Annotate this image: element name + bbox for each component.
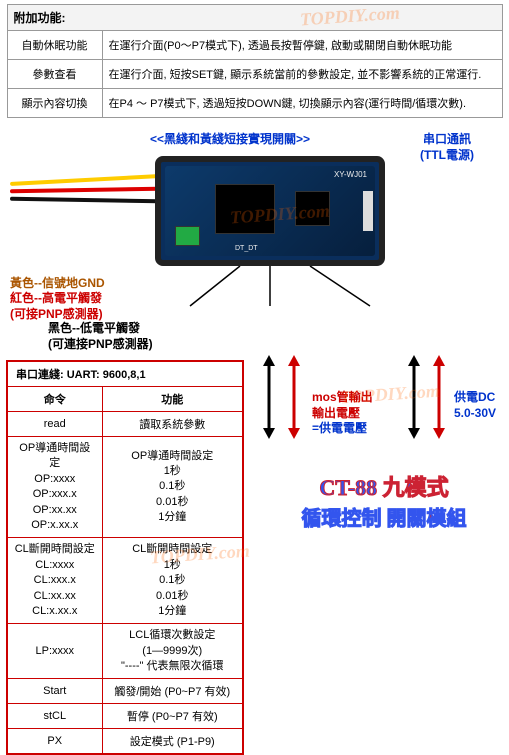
func-cell: 觸發/開始 (P0~P7 有效)	[102, 679, 243, 704]
yellow-wire	[10, 174, 160, 186]
uart-port-label: 串口通訊 (TTL電源)	[420, 132, 474, 163]
func-cell: OP導通時間設定1秒0.1秒0.01秒1分鐘	[102, 437, 243, 538]
right-info-panel: mos管輸出 輸出電壓 =供電電壓 供電DC 5.0-30V CT-88 九模式…	[244, 360, 509, 755]
feature-name: 自動休眠功能	[7, 31, 102, 60]
uart-title: 串口連綫: UART: 9600,8,1	[7, 361, 243, 387]
chip-icon	[295, 191, 330, 226]
cmd-cell: PX	[7, 729, 102, 755]
feature-name: 參數查看	[7, 60, 102, 89]
feature-desc: 在運行介面, 短按SET鍵, 顯示系統當前的參數設定, 並不影響系統的正常運行.	[102, 60, 502, 89]
power-arrows	[399, 350, 459, 450]
connector-icon	[363, 191, 373, 231]
short-wire-label: <<黑綫和黃綫短接實現開關>>	[150, 132, 310, 148]
cmd-cell: OP導通時間設定OP:xxxxOP:xxx.xOP:xx.xxOP:x.xx.x	[7, 437, 102, 538]
func-cell: CL斷開時間設定1秒0.1秒0.01秒1分鐘	[102, 538, 243, 624]
terminal-icon	[175, 226, 200, 246]
func-cell: LCL循環次數設定(1—9999次)"----" 代表無限次循環	[102, 624, 243, 679]
module-diagram: <<黑綫和黃綫短接實現開關>> 串口通訊 (TTL電源) XY-WJ01 DT_…	[0, 126, 509, 356]
features-header: 附加功能:	[7, 5, 502, 31]
feature-desc: 在P4 ～ P7模式下, 透過短按DOWN鍵, 切換顯示內容(運行時間/循環次數…	[102, 89, 502, 118]
cmd-cell: read	[7, 412, 102, 437]
cmd-cell: stCL	[7, 704, 102, 729]
yellow-wire-label: 黃色--信號地GND	[10, 276, 105, 292]
black-wire-label: 黑色--低電平觸發 (可連接PNP感測器)	[48, 321, 153, 352]
features-table: 附加功能: 自動休眠功能 在運行介面(P0～P7模式下), 透過長按暫停鍵, 啟…	[7, 4, 503, 118]
uart-command-table: 串口連綫: UART: 9600,8,1 命令 功能 read 讀取系統參數 O…	[6, 360, 244, 755]
black-wire	[10, 197, 160, 204]
col-cmd: 命令	[7, 387, 102, 412]
func-cell: 讀取系統參數	[102, 412, 243, 437]
pcb-surface: XY-WJ01 DT_DT	[165, 166, 375, 256]
chip-icon	[215, 184, 275, 234]
cmd-cell: Start	[7, 679, 102, 704]
func-cell: 設定模式 (P1-P9)	[102, 729, 243, 755]
mos-output-arrows	[254, 350, 314, 450]
feature-desc: 在運行介面(P0～P7模式下), 透過長按暫停鍵, 啟動或關閉自動休眠功能	[102, 31, 502, 60]
pcb-text: DT_DT	[235, 245, 258, 252]
red-wire-label: 紅色--高電平觸發 (可接PNP感測器)	[10, 291, 103, 322]
feature-name: 顯示內容切換	[7, 89, 102, 118]
mos-output-label: mos管輸出 輸出電壓 =供電電壓	[312, 390, 373, 437]
red-wire	[10, 187, 160, 194]
col-func: 功能	[102, 387, 243, 412]
pcb-module: XY-WJ01 DT_DT	[155, 156, 385, 266]
product-title: CT-88 九模式 循環控制 開關模組	[264, 470, 504, 531]
func-cell: 暫停 (P0~P7 有效)	[102, 704, 243, 729]
cmd-cell: CL斷開時間設定CL:xxxxCL:xxx.xCL:xx.xxCL:x.xx.x	[7, 538, 102, 624]
cmd-cell: LP:xxxx	[7, 624, 102, 679]
output-arrows	[180, 266, 440, 356]
pcb-text: XY-WJ01	[334, 170, 367, 179]
power-dc-label: 供電DC 5.0-30V	[454, 390, 496, 421]
